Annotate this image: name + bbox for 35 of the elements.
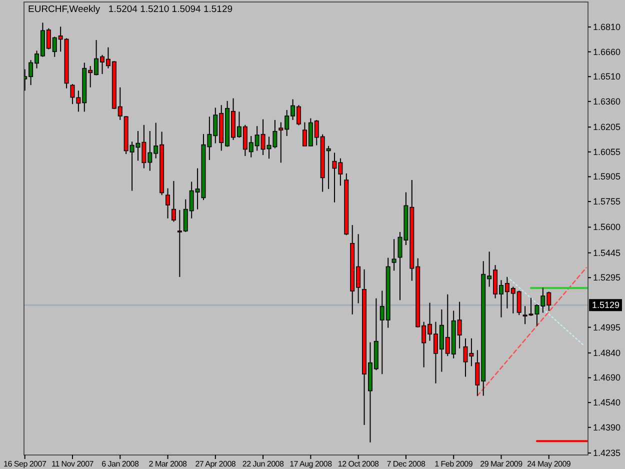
candlestick — [392, 238, 396, 272]
y-tick-label: 1.4235 — [593, 448, 621, 458]
y-tick-label: 1.6660 — [593, 46, 621, 57]
x-tick-label: 1 Feb 2009 — [434, 460, 474, 468]
x-tick-label: 24 May 2009 — [527, 460, 572, 468]
y-tick-label: 1.6205 — [593, 122, 621, 132]
x-tick-label: 27 Apr 2008 — [195, 460, 236, 468]
chart-title: EURCHF,Weekly — [28, 4, 100, 15]
x-tick-label: 7 Dec 2008 — [386, 460, 426, 468]
y-tick-label: 1.6055 — [593, 146, 621, 157]
y-tick-label: 1.4995 — [593, 322, 621, 332]
y-tick-label: 1.5755 — [593, 196, 621, 207]
y-tick-label: 1.5295 — [593, 272, 621, 283]
x-tick-label: 2 Mar 2008 — [148, 460, 188, 468]
y-tick-label: 1.4390 — [593, 422, 621, 432]
x-tick-label: 12 Oct 2008 — [338, 460, 380, 468]
chart-subtitle: 1.5204 1.5210 1.5094 1.5129 — [108, 4, 233, 15]
y-tick-label: 1.4840 — [593, 348, 621, 358]
y-tick-label: 1.4690 — [593, 372, 621, 383]
y-tick-label: 1.4540 — [593, 398, 621, 408]
x-tick-label: 17 Aug 2008 — [290, 460, 333, 468]
y-tick-label: 1.5905 — [593, 172, 621, 182]
y-tick-label: 1.6810 — [593, 22, 621, 32]
ref-line-label: 1.5129 — [592, 300, 620, 310]
candlestick — [171, 180, 176, 222]
y-tick-label: 1.5600 — [593, 222, 621, 232]
x-tick-label: 6 Jan 2008 — [102, 460, 140, 468]
x-tick-label: 22 Jun 2008 — [242, 460, 284, 468]
y-tick-label: 1.5445 — [593, 248, 621, 258]
x-tick-label: 29 Mar 2009 — [480, 460, 524, 468]
x-tick-label: 11 Nov 2007 — [51, 460, 94, 468]
candlestick — [166, 188, 170, 219]
y-tick-label: 1.6360 — [593, 96, 621, 106]
x-tick-label: 16 Sep 2007 — [4, 460, 47, 468]
y-tick-label: 1.6510 — [593, 72, 621, 82]
